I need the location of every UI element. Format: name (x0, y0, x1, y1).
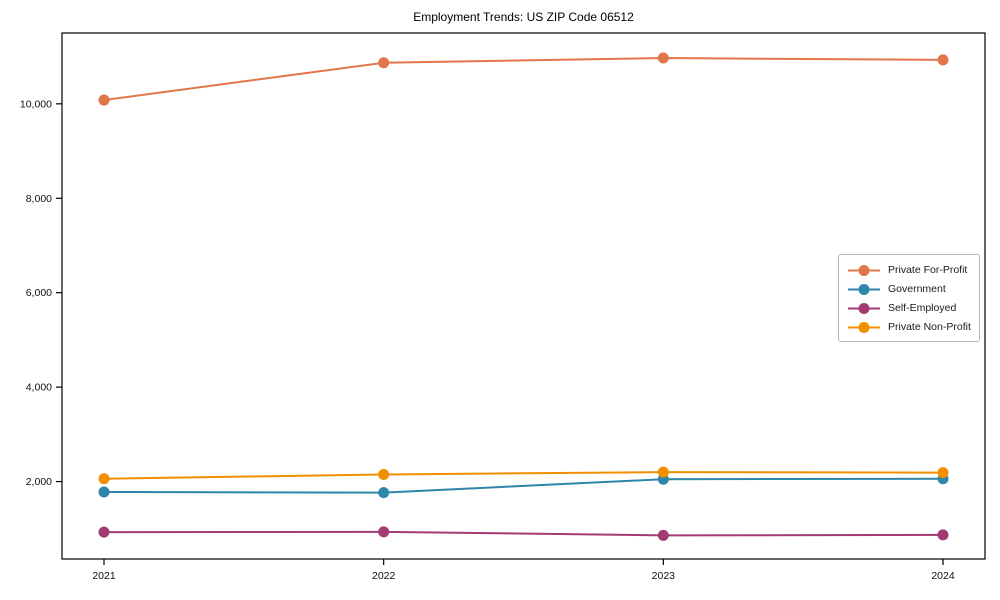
marker-private-non-profit-2021 (98, 473, 110, 485)
y-tick-label: 2,000 (26, 476, 52, 488)
legend-label: Government (888, 283, 946, 295)
legend-swatch-line-marker-icon (848, 321, 880, 333)
marker-private-for-profit-2023 (657, 52, 669, 64)
x-tick-label: 2024 (931, 570, 955, 582)
legend-label: Self-Employed (888, 302, 957, 314)
legend-item-self-employed: Self-Employed (848, 299, 973, 317)
y-tick-label: 8,000 (26, 193, 52, 205)
marker-private-for-profit-2024 (937, 54, 949, 66)
marker-private-non-profit-2023 (657, 466, 669, 478)
marker-private-for-profit-2021 (98, 94, 110, 106)
legend: Private For-Profit Government Self-Emplo… (838, 254, 980, 342)
axes-box (61, 32, 986, 560)
y-tick-label: 4,000 (26, 382, 52, 394)
chart-title: Employment Trends: US ZIP Code 06512 (413, 10, 634, 24)
legend-item-private-for-profit: Private For-Profit (848, 261, 973, 279)
series-line-private-for-profit (103, 57, 944, 102)
marker-private-for-profit-2022 (378, 57, 390, 69)
legend-label: Private For-Profit (888, 264, 968, 276)
legend-label: Private Non-Profit (888, 321, 971, 333)
x-tick-label: 2021 (92, 570, 116, 582)
series-line-government (103, 477, 944, 494)
marker-government-2022 (378, 487, 390, 499)
marker-self-employed-2023 (657, 529, 669, 541)
legend-swatch-line-marker-icon (848, 283, 880, 295)
x-tick-label: 2023 (652, 570, 676, 582)
series-line-self-employed (103, 530, 944, 537)
y-tick-label: 6,000 (26, 287, 52, 299)
marker-private-non-profit-2024 (937, 467, 949, 479)
y-tick-label: 10,000 (20, 98, 52, 110)
x-tick-label: 2022 (372, 570, 396, 582)
legend-swatch-line-marker-icon (848, 264, 880, 276)
marker-private-non-profit-2022 (378, 468, 390, 480)
marker-government-2021 (98, 486, 110, 498)
marker-self-employed-2022 (378, 526, 390, 538)
marker-self-employed-2024 (937, 529, 949, 541)
legend-swatch-line-marker-icon (848, 302, 880, 314)
series-line-private-non-profit (103, 471, 944, 480)
legend-item-private-non-profit: Private Non-Profit (848, 318, 973, 336)
legend-item-government: Government (848, 280, 973, 298)
marker-self-employed-2021 (98, 526, 110, 538)
